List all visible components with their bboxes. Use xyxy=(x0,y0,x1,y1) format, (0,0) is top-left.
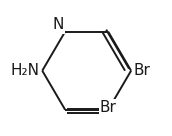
Text: Br: Br xyxy=(134,63,151,78)
Text: N: N xyxy=(52,17,64,32)
Text: Br: Br xyxy=(100,100,117,115)
Text: H₂N: H₂N xyxy=(10,63,40,78)
